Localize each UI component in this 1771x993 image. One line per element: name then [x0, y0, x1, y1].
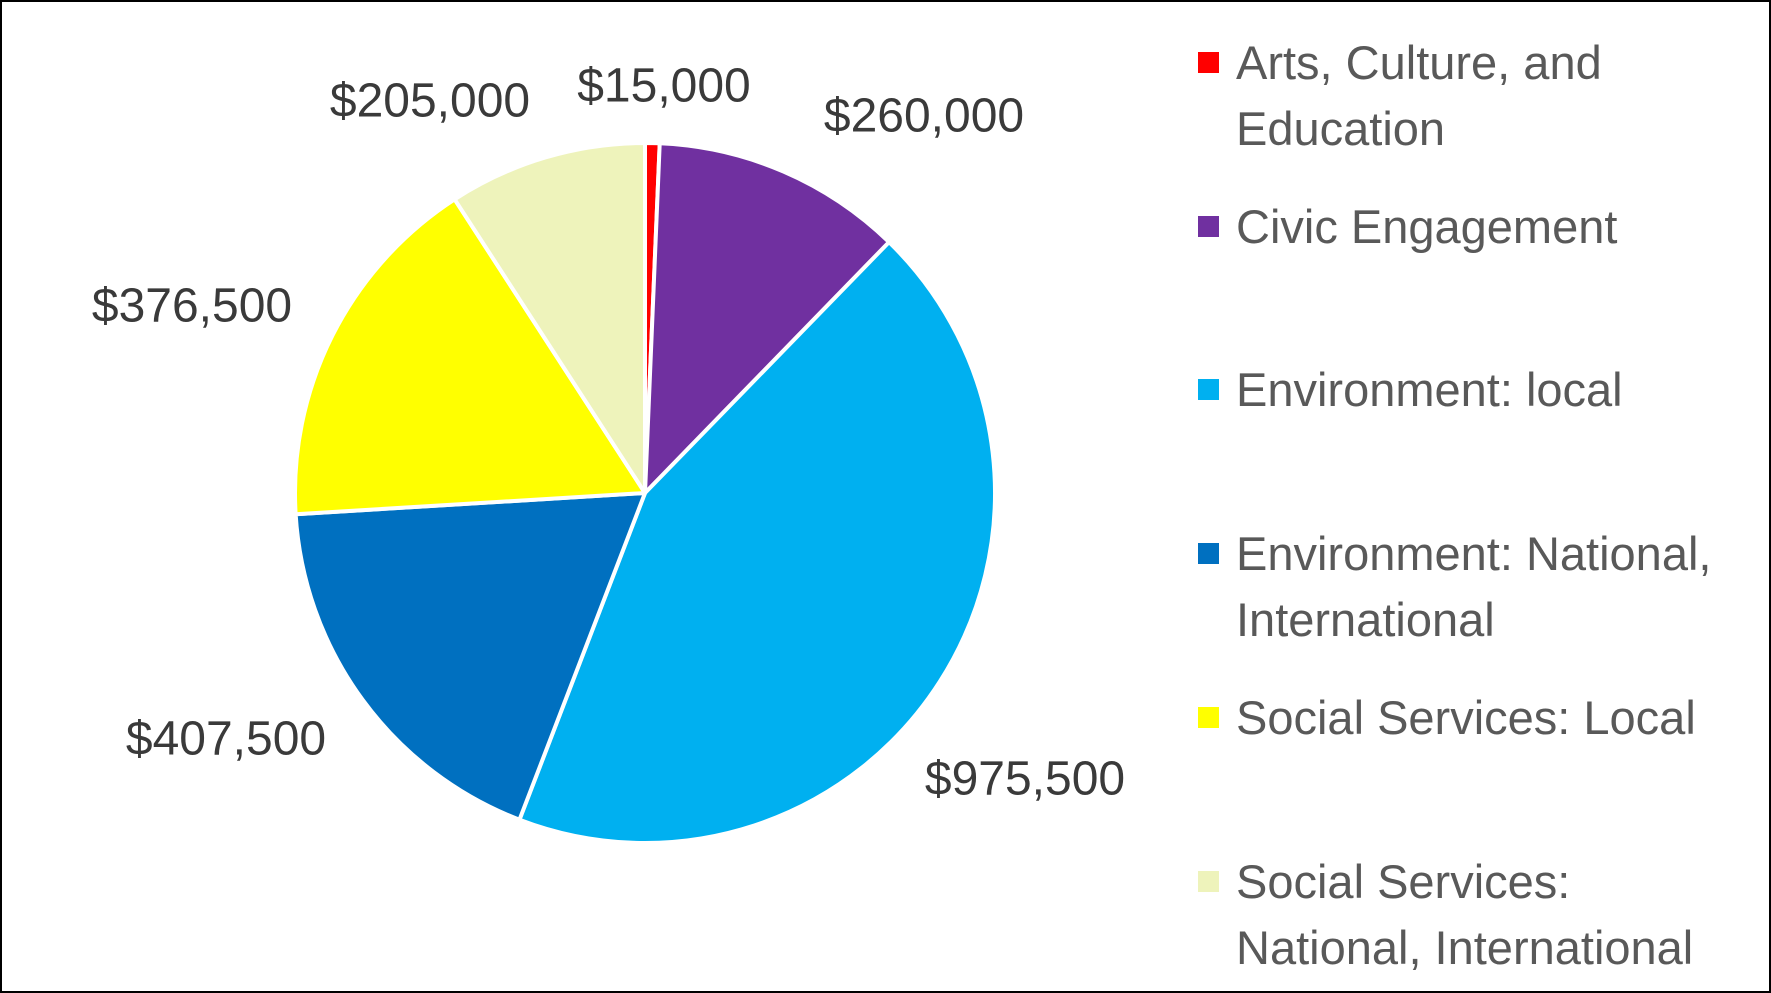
data-label-arts-culture-education: $15,000 — [577, 60, 751, 113]
legend-swatch — [1198, 216, 1219, 237]
legend-label: Civic Engagement — [1236, 200, 1618, 253]
legend-swatch — [1198, 379, 1219, 400]
pie-slice-social-services-national-international — [452, 141, 647, 495]
legend-label: Environment: National, International — [1236, 527, 1712, 646]
legend-label: Environment: local — [1236, 363, 1623, 416]
data-label-social-services-national-international: $205,000 — [330, 75, 530, 128]
data-label-environment-local: $975,500 — [925, 753, 1125, 806]
pie-data-labels: $15,000 $260,000 $975,500 $407,500 $376,500 $… — [92, 60, 1125, 806]
data-label-social-services-local: $376,500 — [92, 280, 292, 333]
pie-slice-environment-local — [517, 240, 997, 845]
data-label-civic-engagement: $260,000 — [824, 90, 1024, 143]
legend-label: Arts, Culture, and Education — [1236, 36, 1602, 155]
legend-swatch — [1198, 52, 1219, 73]
pie-slices — [293, 141, 997, 845]
data-label-environment-national-international: $407,500 — [126, 713, 326, 766]
legend-swatch — [1198, 543, 1219, 564]
legend-swatch — [1198, 707, 1219, 728]
pie-slice-civic-engagement — [643, 141, 892, 495]
pie-slice-environment-national-international — [293, 491, 647, 822]
legend-label: Social Services: National, International — [1236, 855, 1694, 974]
pie-slice-social-services-local — [293, 197, 647, 517]
legend-label: Social Services: Local — [1236, 691, 1696, 744]
legend-swatch — [1198, 871, 1219, 892]
